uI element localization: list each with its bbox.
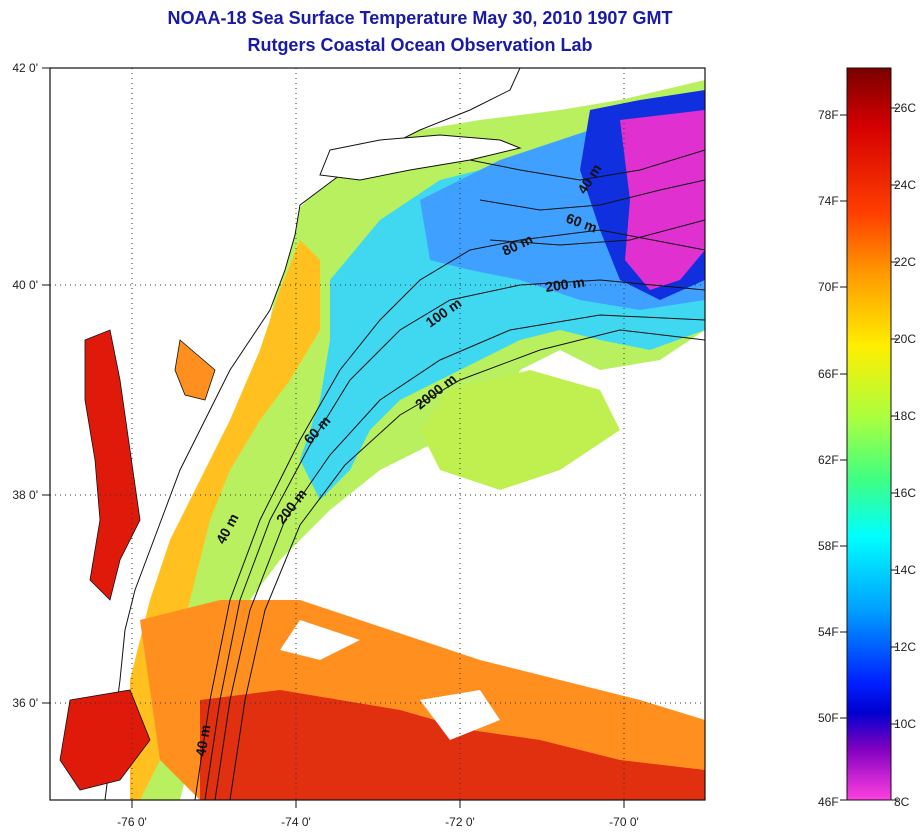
colorbar-c-label: 22C	[894, 255, 916, 269]
colorbar-c-label: 20C	[894, 332, 916, 346]
colorbar-c-label: 8C	[894, 795, 910, 809]
lat-tick-label: 40 0'	[12, 278, 38, 292]
colorbar-f-label: 54F	[818, 625, 839, 639]
cloud-mask	[320, 470, 705, 700]
colorbar	[846, 67, 892, 801]
colorbar-c-label: 16C	[894, 486, 916, 500]
colorbar-f-label: 74F	[818, 194, 839, 208]
contour-label: 40 m	[192, 723, 213, 757]
colorbar-c-label: 18C	[894, 409, 916, 423]
lon-tick-label: -70 0'	[609, 815, 639, 829]
lon-tick-label: -74 0'	[281, 815, 311, 829]
colorbar-f-label: 50F	[818, 711, 839, 725]
sst-red-south	[200, 690, 705, 800]
colorbar-f-label: 66F	[818, 367, 839, 381]
bathymetry-contours	[194, 149, 705, 800]
chart-title: NOAA-18 Sea Surface Temperature May 30, …	[167, 8, 673, 28]
cloud-mask-small	[280, 620, 360, 660]
sst-magenta-region	[620, 110, 705, 290]
colorbar-f-label: 46F	[818, 795, 839, 809]
sst-orange-coastal	[130, 240, 320, 800]
lat-tick-label: 42 0'	[12, 61, 38, 75]
colorbar-c-label: 24C	[894, 178, 916, 192]
colorbar-f-label: 58F	[818, 539, 839, 553]
pamlico-sound	[59, 689, 151, 791]
lon-tick-label: -72 0'	[445, 815, 475, 829]
colorbar-f-label: 62F	[818, 453, 839, 467]
lat-tick-label: 36 0'	[12, 696, 38, 710]
long-island	[319, 134, 522, 181]
sst-field	[50, 68, 705, 800]
graticule	[50, 68, 705, 800]
sst-lightgreen-region	[420, 370, 620, 490]
colorbar-f-label: 78F	[818, 108, 839, 122]
colorbar-f-label: 70F	[818, 280, 839, 294]
lat-tick-label: 38 0'	[12, 488, 38, 502]
lon-tick-label: -76 0'	[117, 815, 147, 829]
colorbar-ticks	[840, 107, 898, 801]
chart-subtitle: Rutgers Coastal Ocean Observation Lab	[247, 35, 593, 55]
delaware-bay	[174, 339, 216, 401]
colorbar-c-label: 14C	[894, 563, 916, 577]
map-frame	[49, 67, 706, 801]
colorbar-c-label: 26C	[894, 101, 916, 115]
contour-label: 200 m	[544, 274, 586, 295]
axis-ticks	[42, 67, 625, 808]
colorbar-c-label: 12C	[894, 640, 916, 654]
chesapeake-bay	[84, 329, 141, 601]
colorbar-c-label: 10C	[894, 717, 916, 731]
